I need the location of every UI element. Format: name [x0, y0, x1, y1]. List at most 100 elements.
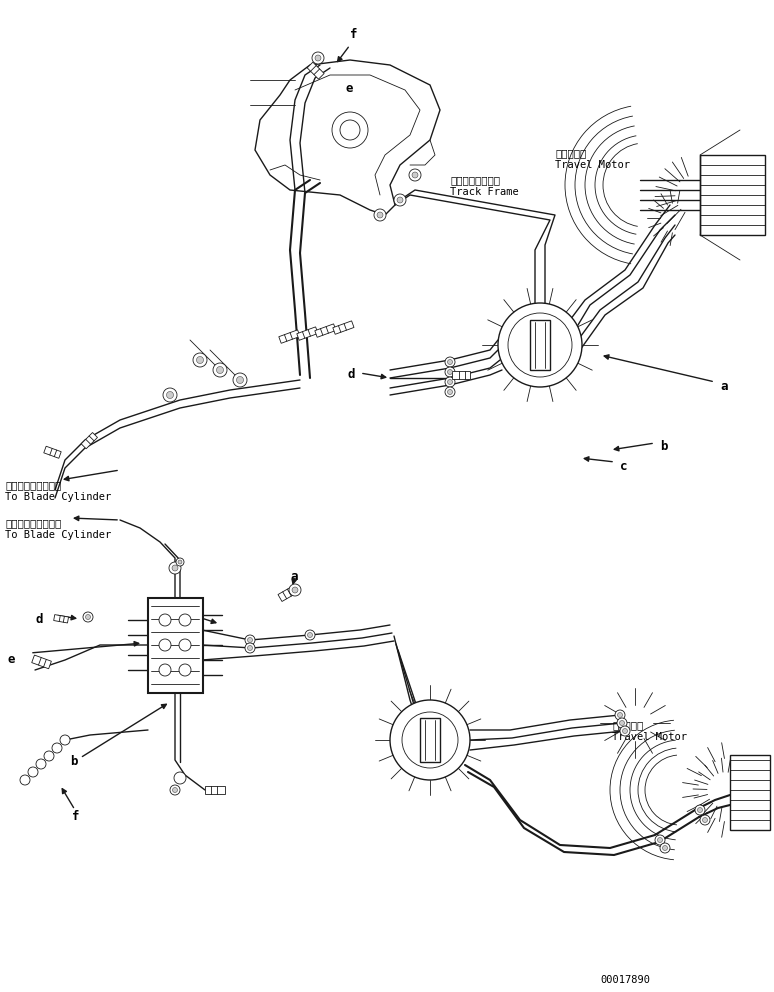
Polygon shape: [44, 446, 61, 458]
Circle shape: [498, 303, 582, 387]
Circle shape: [617, 718, 627, 728]
Text: a: a: [720, 380, 728, 393]
Circle shape: [248, 638, 252, 643]
Circle shape: [173, 788, 177, 793]
Polygon shape: [81, 433, 98, 448]
Circle shape: [52, 743, 62, 753]
Circle shape: [176, 558, 184, 566]
Text: トラックフレーム: トラックフレーム: [450, 175, 500, 185]
Text: c: c: [175, 610, 183, 623]
Circle shape: [85, 614, 91, 619]
Circle shape: [245, 635, 255, 645]
Circle shape: [289, 584, 301, 596]
Text: ブレードシリンダへ: ブレードシリンダへ: [5, 518, 61, 528]
Text: Track Frame: Track Frame: [450, 187, 519, 197]
Bar: [730, 755, 770, 830]
Circle shape: [390, 700, 470, 780]
Text: e: e: [8, 653, 15, 666]
Circle shape: [179, 639, 191, 651]
Text: To Blade Cylinder: To Blade Cylinder: [5, 530, 111, 540]
Circle shape: [166, 392, 173, 399]
Text: ブレードシリンダへ: ブレードシリンダへ: [5, 480, 61, 490]
Circle shape: [697, 807, 703, 812]
Circle shape: [655, 835, 665, 845]
Circle shape: [394, 194, 406, 206]
Circle shape: [292, 587, 298, 593]
Circle shape: [445, 377, 455, 387]
Circle shape: [619, 720, 625, 725]
Text: To Blade Cylinder: To Blade Cylinder: [5, 492, 111, 502]
Circle shape: [447, 390, 453, 395]
Circle shape: [307, 633, 313, 638]
Circle shape: [700, 815, 710, 825]
Text: Travel Motor: Travel Motor: [555, 160, 630, 170]
Circle shape: [193, 353, 207, 367]
Text: d: d: [35, 613, 43, 626]
Circle shape: [179, 614, 191, 626]
Bar: [148, 598, 203, 693]
Text: b: b: [660, 440, 667, 453]
Circle shape: [245, 643, 255, 653]
Polygon shape: [53, 615, 69, 623]
Circle shape: [172, 565, 178, 571]
Circle shape: [60, 735, 70, 745]
Circle shape: [377, 212, 383, 218]
Bar: [420, 718, 440, 762]
Text: c: c: [620, 460, 628, 473]
Circle shape: [660, 843, 670, 853]
Circle shape: [445, 367, 455, 377]
Text: f: f: [350, 28, 358, 41]
Polygon shape: [333, 320, 354, 334]
Circle shape: [447, 369, 453, 375]
Circle shape: [695, 805, 705, 815]
Circle shape: [409, 169, 421, 181]
Polygon shape: [315, 323, 336, 337]
Text: 走行モータ: 走行モータ: [555, 148, 586, 158]
Circle shape: [159, 614, 171, 626]
Circle shape: [169, 562, 181, 574]
Circle shape: [20, 775, 30, 785]
Text: d: d: [348, 368, 355, 381]
Circle shape: [233, 373, 247, 387]
Circle shape: [28, 767, 38, 777]
Circle shape: [159, 639, 171, 651]
Circle shape: [217, 366, 224, 374]
Circle shape: [44, 751, 54, 761]
Polygon shape: [452, 371, 470, 379]
Circle shape: [36, 759, 46, 769]
Polygon shape: [296, 327, 318, 340]
Polygon shape: [307, 62, 324, 79]
Polygon shape: [279, 330, 300, 343]
Bar: [700, 155, 765, 235]
Circle shape: [178, 560, 182, 564]
Circle shape: [305, 630, 315, 640]
Circle shape: [174, 772, 186, 784]
Circle shape: [179, 664, 191, 676]
Circle shape: [412, 172, 418, 178]
Circle shape: [618, 712, 622, 717]
Circle shape: [237, 377, 244, 384]
Circle shape: [197, 356, 204, 363]
Polygon shape: [205, 786, 225, 794]
Circle shape: [445, 357, 455, 367]
Text: b: b: [70, 755, 77, 768]
Circle shape: [620, 726, 630, 736]
Circle shape: [163, 388, 177, 402]
Circle shape: [374, 209, 386, 221]
Text: f: f: [72, 810, 80, 823]
Circle shape: [508, 313, 572, 377]
Circle shape: [703, 817, 707, 822]
Circle shape: [397, 197, 403, 203]
Text: 走行モータ: 走行モータ: [612, 720, 643, 730]
Circle shape: [83, 612, 93, 622]
Circle shape: [402, 712, 458, 768]
Circle shape: [213, 363, 227, 377]
Polygon shape: [278, 585, 297, 601]
Text: e: e: [345, 82, 352, 95]
Text: Travel Motor: Travel Motor: [612, 732, 687, 742]
Bar: [530, 320, 550, 370]
Circle shape: [159, 664, 171, 676]
Circle shape: [170, 785, 180, 795]
Text: a: a: [290, 570, 297, 583]
Circle shape: [445, 387, 455, 397]
